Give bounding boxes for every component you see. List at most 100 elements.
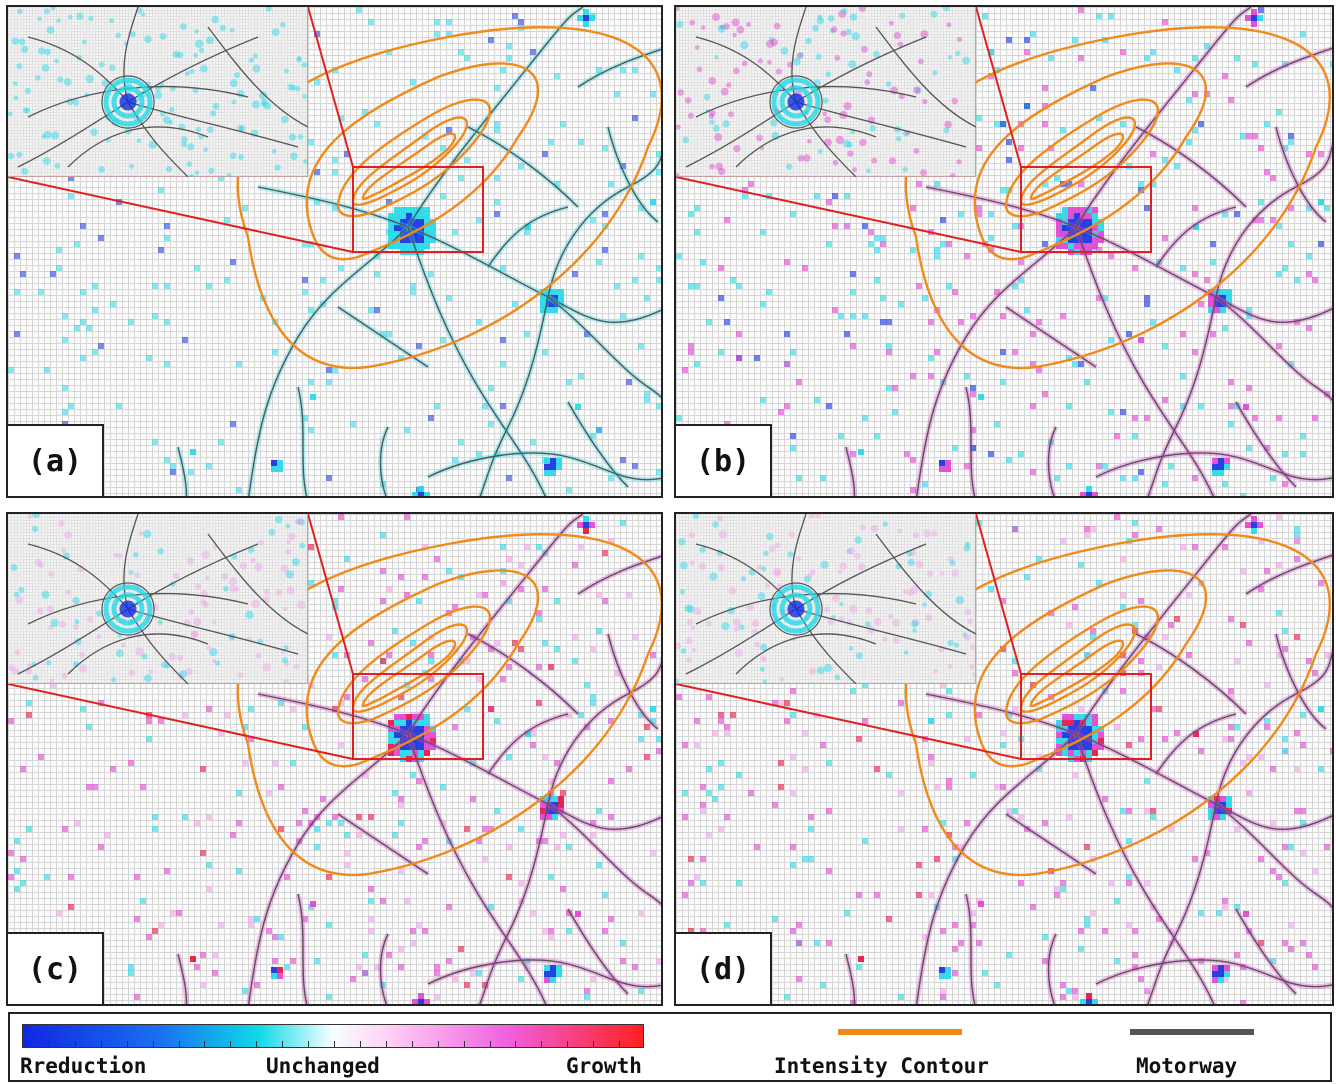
inset-cell — [689, 560, 695, 566]
change-cell — [428, 658, 434, 664]
inset-cell — [200, 599, 207, 606]
change-cell — [476, 217, 482, 223]
change-cell — [1114, 514, 1120, 520]
change-cell — [518, 898, 524, 904]
city-cell — [939, 973, 945, 979]
city-cell — [1086, 492, 1092, 496]
change-cell — [560, 886, 566, 892]
inset-cell — [261, 98, 268, 105]
inset-road — [795, 101, 967, 148]
change-cell — [1234, 904, 1240, 910]
change-cell — [506, 754, 512, 760]
inset-road — [685, 101, 797, 168]
inset-cell — [108, 64, 116, 71]
city-cell — [544, 971, 550, 977]
zoom-box — [352, 673, 484, 760]
inset-cell — [10, 563, 18, 571]
city-cell — [277, 973, 283, 979]
city-cell — [1080, 225, 1086, 231]
change-cell — [1300, 433, 1306, 439]
inset-cell — [57, 519, 65, 527]
change-cell — [874, 892, 880, 898]
city-cell — [1092, 219, 1098, 225]
change-cell — [1060, 880, 1066, 886]
change-cell — [718, 265, 724, 271]
inset-cell — [31, 525, 39, 533]
change-cell — [1060, 982, 1066, 988]
change-cell — [326, 367, 332, 373]
inset-cell — [766, 532, 774, 541]
change-cell — [536, 610, 542, 616]
inset-cell — [290, 84, 297, 91]
inset-cell — [181, 141, 188, 148]
city-cell — [1080, 492, 1086, 496]
city-cell — [1098, 225, 1104, 231]
change-cell — [626, 766, 632, 772]
change-cell — [910, 247, 916, 253]
change-cell — [1222, 898, 1228, 904]
motorway-road — [1245, 47, 1332, 88]
change-cell — [494, 85, 500, 91]
change-cell — [1192, 91, 1198, 97]
change-cell — [74, 241, 80, 247]
change-cell — [892, 409, 898, 415]
change-cell — [1012, 223, 1018, 229]
change-cell — [68, 874, 74, 880]
change-cell — [1078, 928, 1084, 934]
inset-cell — [764, 583, 770, 589]
change-cell — [700, 808, 706, 814]
inset-cell — [195, 126, 202, 133]
inset-cell — [807, 139, 812, 144]
inset-cell — [962, 56, 971, 65]
change-cell — [638, 910, 644, 916]
inset-cell — [129, 31, 136, 38]
inset-cell — [194, 28, 199, 34]
inset-cell — [807, 573, 813, 579]
inset-cell — [74, 619, 80, 625]
inset-cell — [684, 97, 692, 104]
change-cell — [688, 343, 694, 349]
inset-cell — [847, 150, 854, 157]
change-cell — [518, 163, 524, 169]
change-cell — [1192, 55, 1198, 61]
city-cell — [1056, 726, 1062, 732]
change-cell — [98, 235, 104, 241]
change-cell — [368, 814, 374, 820]
change-cell — [164, 361, 170, 367]
change-cell — [554, 760, 560, 766]
inset-cell — [717, 24, 726, 33]
change-cell — [1198, 910, 1204, 916]
change-cell — [796, 976, 802, 982]
change-cell — [380, 568, 386, 574]
inset-cell — [222, 586, 229, 592]
change-cell — [278, 934, 284, 940]
change-cell — [236, 820, 242, 826]
change-cell — [976, 940, 982, 946]
change-cell — [736, 331, 742, 337]
motorway-road — [407, 7, 584, 228]
inset-cell — [138, 530, 144, 536]
change-cell — [638, 988, 644, 994]
city-cell — [1086, 744, 1092, 750]
inset-cell — [285, 570, 294, 579]
inset-cell — [953, 642, 960, 648]
change-cell — [892, 385, 898, 391]
inset-cell — [685, 637, 693, 645]
inset-cell — [694, 45, 700, 50]
change-cell — [638, 253, 644, 259]
inset-cell — [822, 111, 828, 117]
inset-cell — [824, 116, 832, 124]
change-cell — [1300, 808, 1306, 814]
change-cell — [572, 271, 578, 277]
change-cell — [808, 814, 814, 820]
change-cell — [206, 862, 212, 868]
change-cell — [1000, 646, 1006, 652]
change-cell — [790, 844, 796, 850]
change-cell — [596, 592, 602, 598]
city-cell — [1056, 237, 1062, 243]
city-cell — [1092, 744, 1098, 750]
change-cell — [494, 211, 500, 217]
change-cell — [374, 121, 380, 127]
inset-cell — [709, 109, 716, 117]
inset-cell — [263, 101, 272, 110]
